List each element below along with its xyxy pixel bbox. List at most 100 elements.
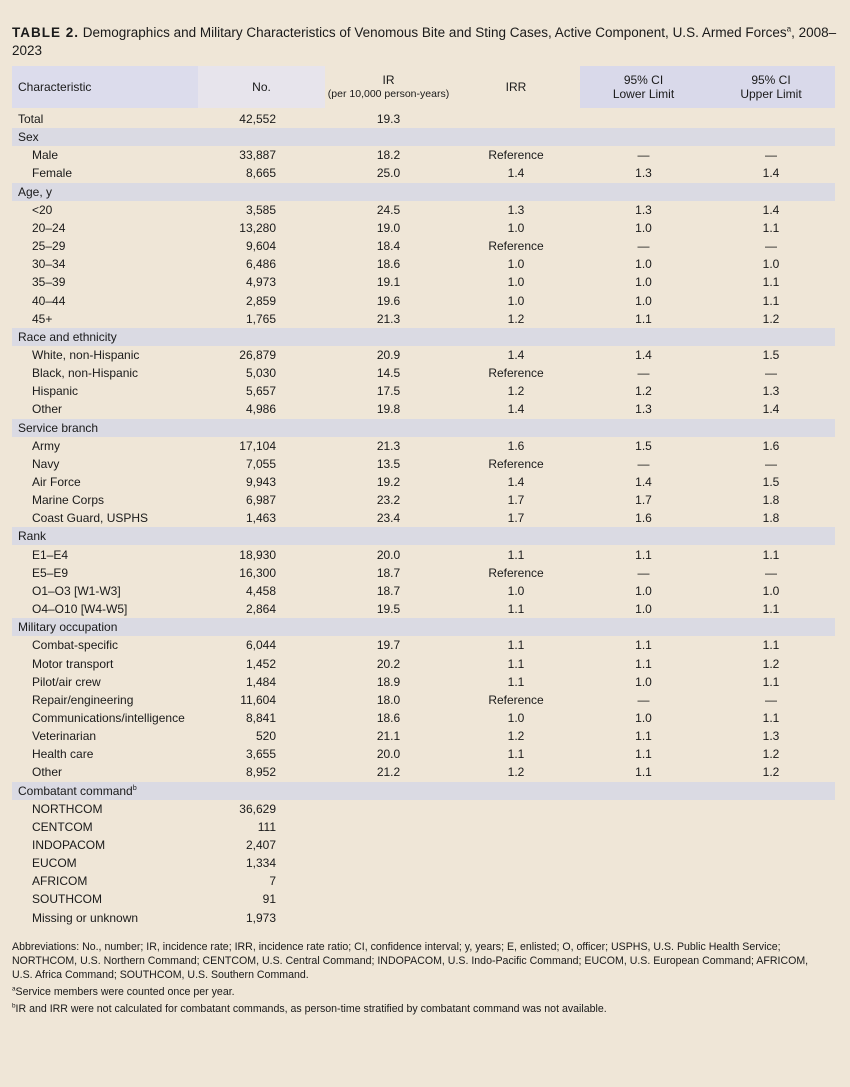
cell-value: Reference — [488, 456, 544, 471]
section-text: Combatant command — [18, 783, 133, 798]
cell-value: 1.1 — [762, 220, 780, 235]
cell-value: 5,657 — [245, 384, 276, 399]
section-row: Rank — [12, 527, 835, 546]
cell-value: 1.1 — [635, 729, 652, 744]
title-label: TABLE 2. — [12, 25, 80, 40]
cell-value: 1,334 — [245, 856, 276, 871]
cell-value: 19.1 — [376, 275, 401, 290]
footnote-mark: b — [12, 1002, 16, 1010]
cell-value: 1.4 — [635, 347, 652, 362]
section-row: Sex — [12, 128, 835, 147]
cell-value: 1.2 — [762, 765, 780, 780]
cell-value: 1.2 — [507, 311, 525, 326]
cell-value: 1.1 — [635, 747, 652, 762]
cell-value: 1.6 — [762, 438, 780, 453]
cell-value: 1.7 — [635, 493, 652, 508]
row-label: Navy — [32, 456, 60, 471]
table-row: Combat-specific 6,044 19.7 1.1 1.1 1.1 — [12, 636, 835, 654]
table-row: Navy 7,055 13.5 Reference — — — [12, 455, 835, 473]
cell-value: 8,841 — [245, 710, 276, 725]
section-label: Military occupation — [18, 618, 117, 636]
row-label: 45+ — [32, 311, 53, 326]
cell-value: — — [765, 366, 777, 381]
cell-value: 1.6 — [507, 438, 525, 453]
footnote-text: IR and IRR were not calculated for comba… — [15, 1003, 607, 1015]
row-label: Health care — [32, 747, 94, 762]
cell-value: 19.3 — [376, 112, 401, 126]
cell-value: — — [765, 239, 777, 254]
table-row: Pilot/air crew 1,484 18.9 1.1 1.0 1.1 — [12, 673, 835, 691]
section-label: Combatant commandb — [18, 782, 137, 800]
cell-value: 7,055 — [245, 456, 276, 471]
table-row: Other 4,986 19.8 1.4 1.3 1.4 — [12, 400, 835, 418]
cell-value: 1.1 — [762, 638, 780, 653]
cell-value: 91 — [262, 892, 276, 907]
header-text: IRR — [505, 80, 527, 94]
cell-value: 18.2 — [376, 148, 401, 163]
row-label: Communications/intelligence — [32, 710, 185, 725]
section-text: Race and ethnicity — [18, 329, 117, 344]
cell-value: 1.0 — [635, 275, 652, 290]
row-label: Black, non-Hispanic — [32, 366, 139, 381]
cell-value: 1.4 — [507, 402, 525, 417]
row-label: AFRICOM — [32, 874, 88, 889]
cell-value: 18.9 — [376, 674, 401, 689]
table-row: O4–O10 [W4-W5] 2,864 19.5 1.1 1.0 1.1 — [12, 600, 835, 618]
table-row: CENTCOM 111 — [12, 818, 835, 836]
header-cell: No. — [198, 66, 325, 108]
table-row: 45+ 1,765 21.3 1.2 1.1 1.2 — [12, 310, 835, 328]
row-label: Army — [32, 438, 60, 453]
header-text: (per 10,000 person-years) — [327, 88, 450, 100]
cell-value: 1.0 — [507, 257, 525, 272]
footnote: bIR and IRR were not calculated for comb… — [12, 1002, 820, 1016]
cell-value: 1.6 — [635, 511, 652, 526]
cell-value: 1.3 — [762, 729, 780, 744]
table-row: Army 17,104 21.3 1.6 1.5 1.6 — [12, 437, 835, 455]
table-row: Coast Guard, USPHS 1,463 23.4 1.7 1.6 1.8 — [12, 509, 835, 527]
cell-value: 23.2 — [376, 493, 401, 508]
row-label: 20–24 — [32, 220, 66, 235]
cell-value: 1,765 — [245, 311, 276, 326]
cell-value: 1.0 — [635, 257, 652, 272]
section-sup: b — [132, 782, 137, 792]
cell-value: 1.3 — [507, 202, 525, 217]
cell-value: 1.1 — [507, 638, 525, 653]
cell-value: 1.0 — [507, 293, 525, 308]
table-row: 40–44 2,859 19.6 1.0 1.0 1.1 — [12, 292, 835, 310]
cell-value: 1.0 — [635, 710, 652, 725]
cell-value: 6,044 — [245, 638, 276, 653]
header-cell: IR (per 10,000 person-years) — [325, 66, 452, 108]
cell-value: 6,486 — [245, 257, 276, 272]
cell-value: 1.3 — [635, 202, 652, 217]
cell-value: — — [637, 456, 650, 471]
row-label: Motor transport — [32, 656, 114, 671]
table-row: Veterinarian 520 21.1 1.2 1.1 1.3 — [12, 727, 835, 745]
cell-value: 1.7 — [507, 511, 525, 526]
cell-value: 1.4 — [762, 202, 780, 217]
section-row: Combatant commandb — [12, 781, 835, 800]
cell-value: 1.2 — [507, 384, 525, 399]
table-row: Female 8,665 25.0 1.4 1.3 1.4 — [12, 164, 835, 182]
abbreviations: Abbreviations: No., number; IR, incidenc… — [12, 941, 809, 981]
table-row: 20–24 13,280 19.0 1.0 1.0 1.1 — [12, 219, 835, 237]
table-row: Motor transport 1,452 20.2 1.1 1.1 1.2 — [12, 655, 835, 673]
row-label: CENTCOM — [32, 819, 93, 834]
table-row: AFRICOM 7 — [12, 872, 835, 890]
row-label: EUCOM — [32, 856, 77, 871]
cell-value: 18,930 — [239, 547, 276, 562]
cell-value: 4,973 — [245, 275, 276, 290]
cell-value: Reference — [488, 148, 544, 163]
table-row: SOUTHCOM 91 — [12, 890, 835, 908]
table-row: Marine Corps 6,987 23.2 1.7 1.7 1.8 — [12, 491, 835, 509]
table-row: EUCOM 1,334 — [12, 854, 835, 872]
cell-value: 1.8 — [762, 493, 780, 508]
header-cell: 95% CI Lower Limit — [580, 66, 707, 108]
table-row: Health care 3,655 20.0 1.1 1.1 1.2 — [12, 745, 835, 763]
table-title: TABLE 2. Demographics and Military Chara… — [12, 24, 842, 60]
row-label: Hispanic — [32, 384, 79, 399]
header-text: Lower Limit — [612, 87, 675, 101]
cell-value: 19.7 — [376, 638, 401, 653]
footnote-text: Service members were counted once per ye… — [15, 986, 235, 998]
cell-value: 1.0 — [507, 710, 525, 725]
cell-value: 23.4 — [376, 511, 401, 526]
